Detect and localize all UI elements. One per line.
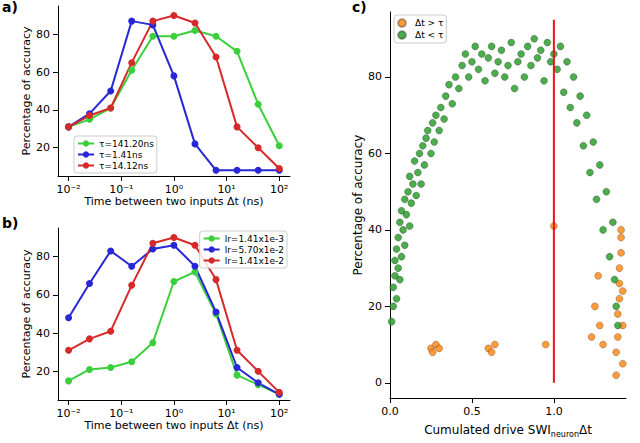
svg-text:80: 80 xyxy=(368,70,382,83)
svg-text:Δt < τ: Δt < τ xyxy=(415,30,443,40)
svg-text:τ=14.12ns: τ=14.12ns xyxy=(99,161,148,171)
svg-text:lr=5.70x1e-2: lr=5.70x1e-2 xyxy=(225,245,284,255)
svg-text:10⁻¹: 10⁻¹ xyxy=(109,407,133,420)
svg-text:Δt > τ: Δt > τ xyxy=(415,18,443,28)
svg-text:c): c) xyxy=(352,0,367,15)
svg-text:40: 40 xyxy=(36,327,50,340)
svg-text:Percentage of accuracy: Percentage of accuracy xyxy=(20,26,33,156)
svg-text:Percentage of accuracy: Percentage of accuracy xyxy=(20,249,33,379)
svg-text:10¹: 10¹ xyxy=(217,407,235,420)
svg-text:20: 20 xyxy=(368,300,382,313)
svg-text:Time between two inputs Δt (ns: Time between two inputs Δt (ns) xyxy=(83,419,263,432)
svg-text:1.0: 1.0 xyxy=(545,405,563,418)
svg-text:80: 80 xyxy=(36,28,50,41)
svg-text:10²: 10² xyxy=(270,183,288,196)
svg-text:10⁻²: 10⁻² xyxy=(56,183,80,196)
svg-text:60: 60 xyxy=(36,288,50,301)
svg-text:20: 20 xyxy=(36,365,50,378)
svg-text:0.0: 0.0 xyxy=(381,405,399,418)
svg-text:10¹: 10¹ xyxy=(217,183,235,196)
svg-text:lr=1.41x1e-2: lr=1.41x1e-2 xyxy=(225,256,284,266)
svg-text:τ=141.20ns: τ=141.20ns xyxy=(99,139,154,149)
svg-text:lr=1.41x1e-3: lr=1.41x1e-3 xyxy=(225,234,284,244)
svg-text:60: 60 xyxy=(368,147,382,160)
svg-text:40: 40 xyxy=(36,103,50,116)
svg-text:20: 20 xyxy=(36,141,50,154)
svg-text:0: 0 xyxy=(375,376,382,389)
svg-text:10⁻¹: 10⁻¹ xyxy=(109,183,133,196)
svg-text:10²: 10² xyxy=(270,407,288,420)
svg-text:Cumulated drive SWI: Cumulated drive SWI xyxy=(424,423,551,437)
svg-text:τ=1.41ns: τ=1.41ns xyxy=(99,150,143,160)
svg-text:40: 40 xyxy=(368,223,382,236)
svg-text:Δt: Δt xyxy=(579,423,592,437)
svg-text:Time between two inputs Δt (ns: Time between two inputs Δt (ns) xyxy=(83,195,263,208)
svg-text:80: 80 xyxy=(36,250,50,263)
svg-text:0.5: 0.5 xyxy=(463,405,481,418)
svg-text:10⁻²: 10⁻² xyxy=(56,407,80,420)
svg-text:a): a) xyxy=(2,0,18,15)
svg-text:b): b) xyxy=(2,215,18,231)
svg-text:60: 60 xyxy=(36,66,50,79)
svg-text:neuron: neuron xyxy=(551,430,579,439)
svg-text:10⁰: 10⁰ xyxy=(165,183,184,196)
svg-text:10⁰: 10⁰ xyxy=(165,407,184,420)
svg-text:Percentage of accuracy: Percentage of accuracy xyxy=(351,135,365,276)
